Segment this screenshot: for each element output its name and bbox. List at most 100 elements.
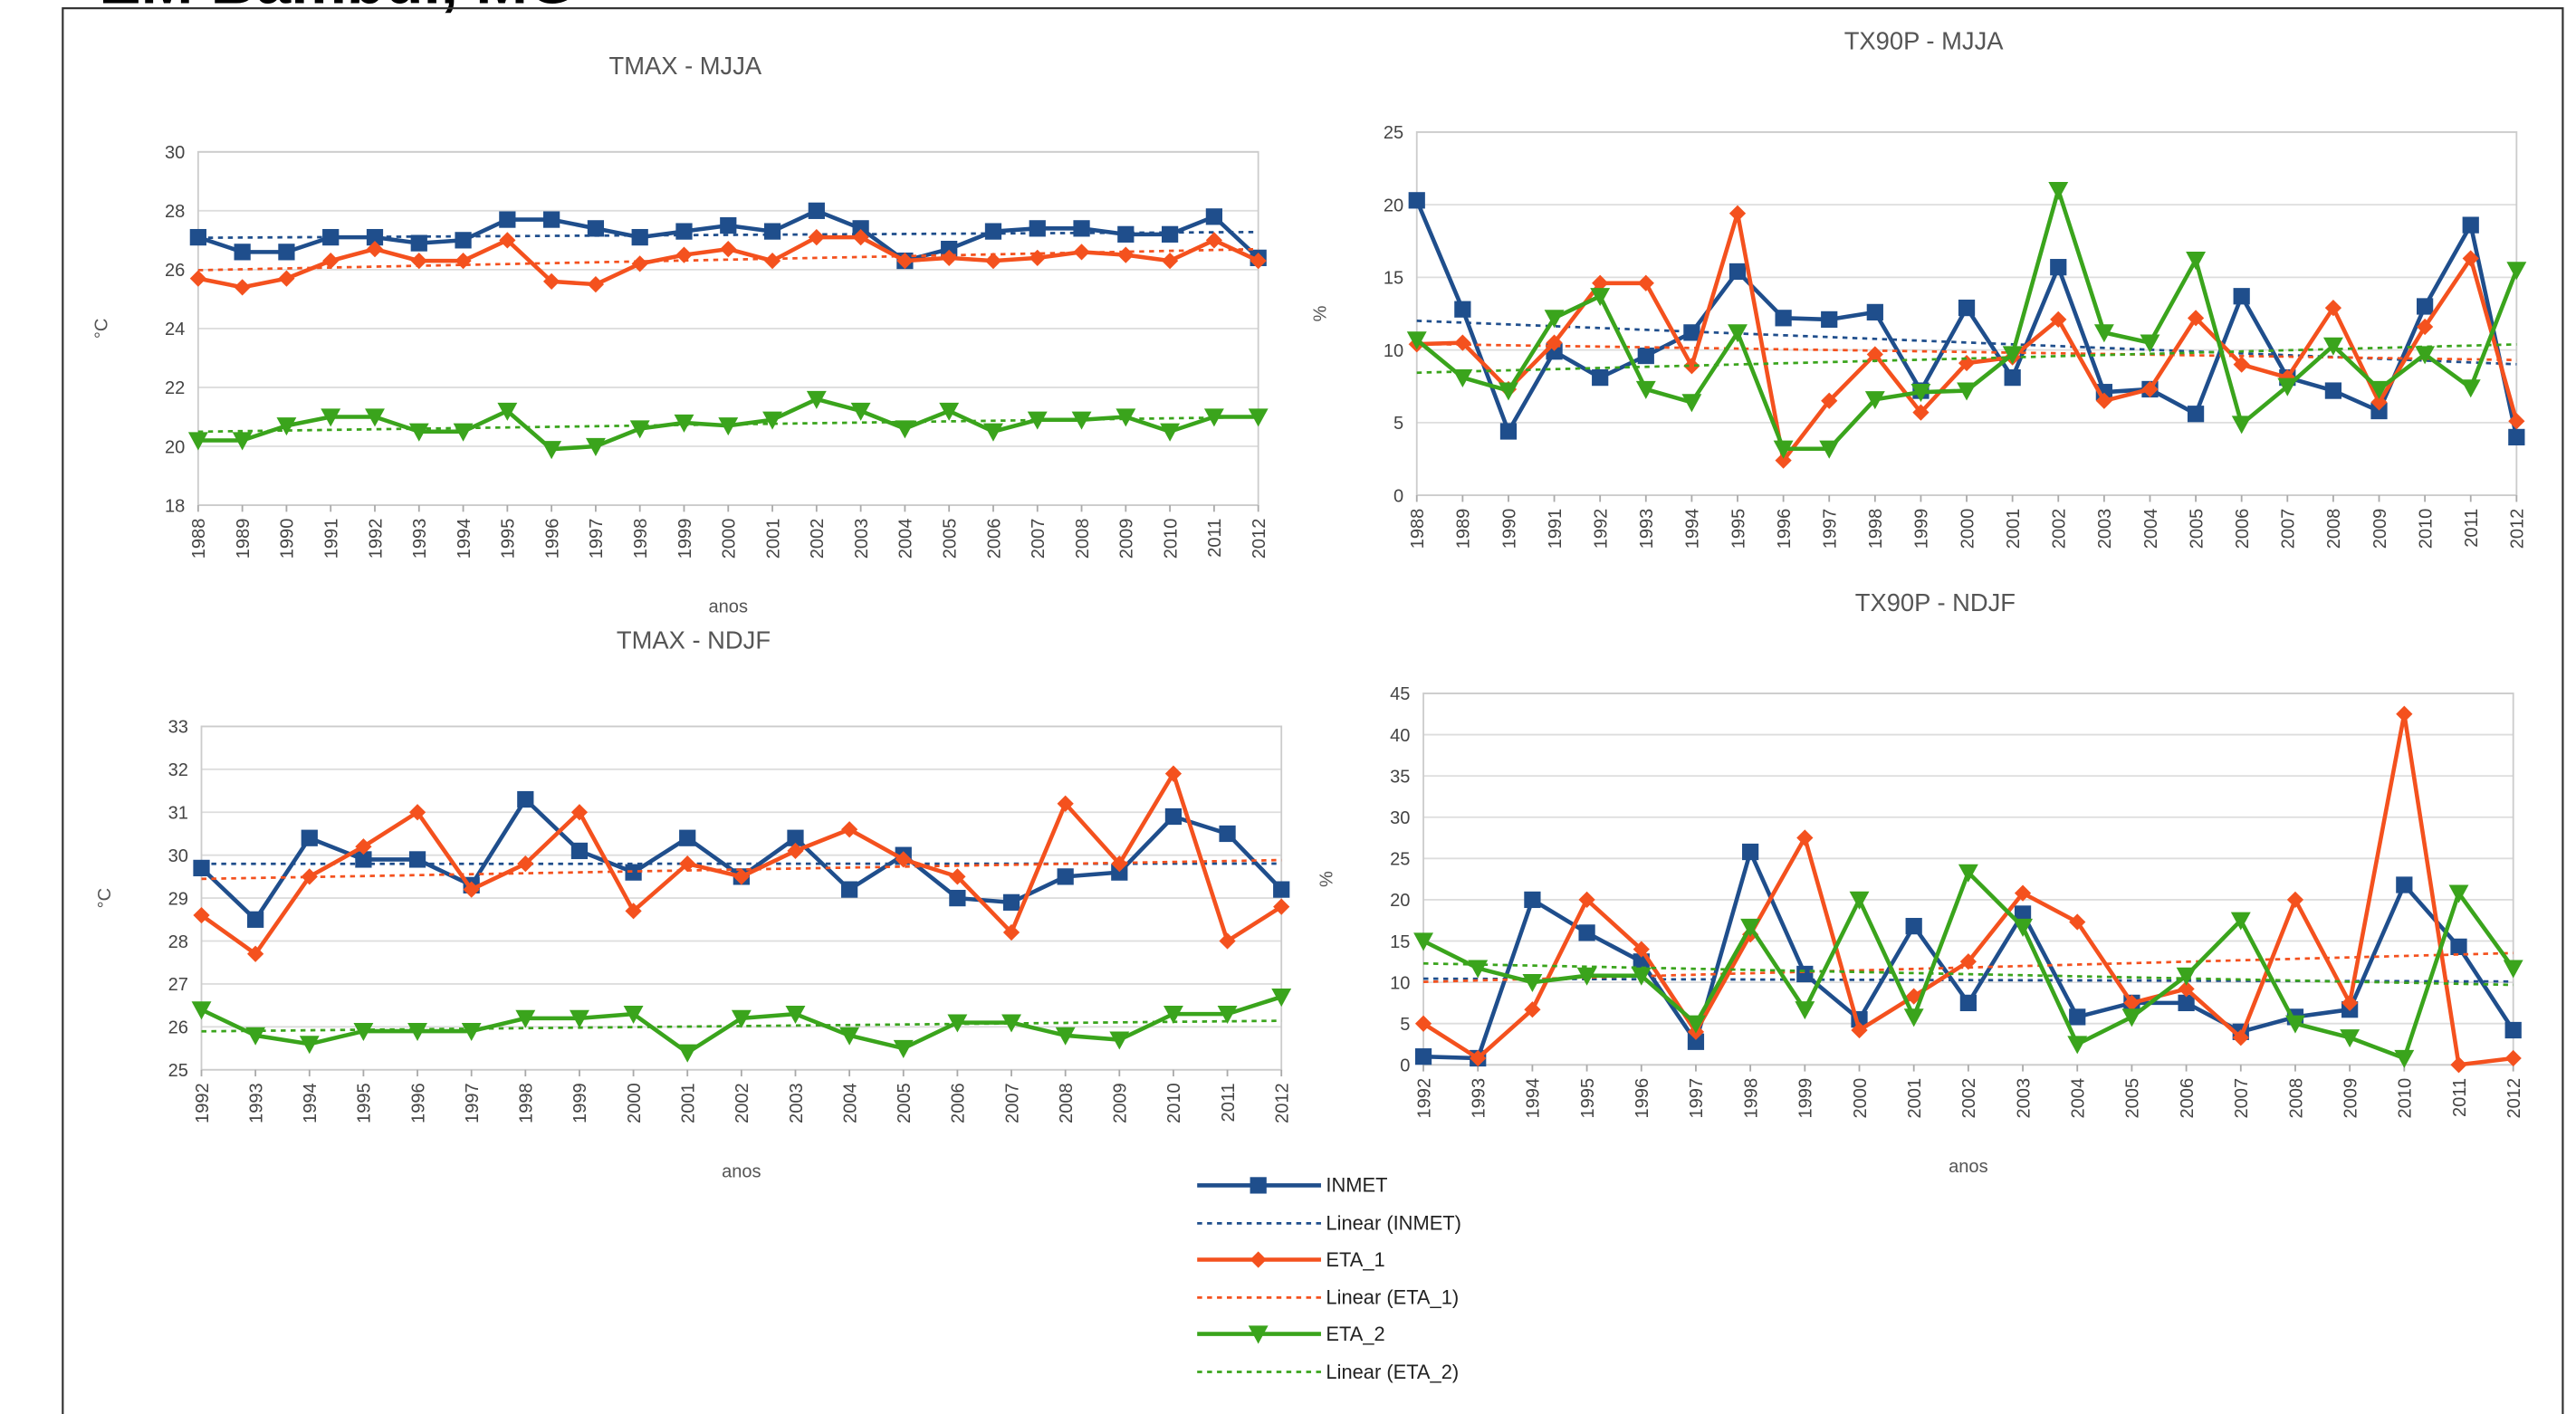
marker xyxy=(841,881,858,898)
marker xyxy=(1729,205,1747,222)
marker xyxy=(1592,274,1609,291)
y-tick-label: 26 xyxy=(165,261,185,281)
y-tick-label: 30 xyxy=(165,143,185,163)
marker xyxy=(2014,884,2032,902)
marker xyxy=(1219,932,1236,950)
x-tick-label: 1994 xyxy=(455,519,474,559)
marker xyxy=(2050,259,2067,276)
y-tick-label: 35 xyxy=(1390,767,1410,787)
marker xyxy=(625,903,642,920)
y-tick-label: 40 xyxy=(1390,726,1410,746)
x-tick-label: 1996 xyxy=(1775,509,1795,549)
marker xyxy=(1958,299,1976,317)
marker xyxy=(1864,391,1885,410)
marker xyxy=(1248,1325,1269,1344)
marker xyxy=(1728,324,1748,343)
x-tick-label: 2006 xyxy=(984,519,1004,559)
marker xyxy=(1057,795,1074,812)
marker xyxy=(355,838,372,855)
marker xyxy=(1248,408,1269,427)
marker xyxy=(1819,440,1840,459)
marker xyxy=(808,228,825,246)
y-axis-label: % xyxy=(1317,871,1337,887)
marker xyxy=(1406,331,1427,350)
marker xyxy=(365,408,385,427)
trend-line xyxy=(1423,961,2514,987)
marker xyxy=(1957,382,1977,401)
marker xyxy=(1683,324,1700,341)
y-tick-label: 30 xyxy=(1390,808,1410,828)
marker xyxy=(1578,891,1595,909)
marker xyxy=(2462,250,2479,267)
marker xyxy=(1544,310,1565,329)
y-tick-label: 10 xyxy=(1384,341,1403,361)
marker xyxy=(2503,960,2523,979)
x-tick-label: 2002 xyxy=(2050,509,2070,549)
marker xyxy=(763,223,781,240)
marker xyxy=(1073,244,1090,261)
marker xyxy=(1219,825,1236,843)
x-tick-label: 2010 xyxy=(2416,509,2436,549)
marker xyxy=(322,252,340,270)
marker xyxy=(1468,960,1489,979)
y-tick-label: 10 xyxy=(1390,973,1410,993)
x-tick-label: 2011 xyxy=(2450,1078,2470,1117)
marker xyxy=(2504,1021,2522,1039)
marker xyxy=(2014,905,2032,922)
y-tick-label: 15 xyxy=(1384,269,1403,289)
x-tick-label: 2008 xyxy=(2286,1078,2306,1119)
x-tick-label: 2005 xyxy=(2187,509,2207,549)
marker xyxy=(631,228,648,246)
marker xyxy=(1408,192,1425,209)
x-tick-label: 1992 xyxy=(366,519,386,559)
marker xyxy=(2095,392,2112,409)
marker xyxy=(2050,311,2067,329)
marker xyxy=(1775,310,1792,327)
marker xyxy=(1109,1031,1130,1050)
marker xyxy=(2069,1008,2086,1026)
marker xyxy=(570,804,589,821)
x-tick-label: 1994 xyxy=(1524,1078,1544,1119)
marker xyxy=(2448,884,2469,903)
x-tick-label: 2010 xyxy=(1164,1083,1184,1123)
y-tick-label: 27 xyxy=(168,975,188,995)
x-tick-label: 1989 xyxy=(1454,509,1474,549)
x-tick-label: 2009 xyxy=(2341,1078,2361,1119)
marker xyxy=(852,228,869,246)
x-tick-label: 2004 xyxy=(2141,509,2161,549)
x-tick-label: 1988 xyxy=(1408,509,1428,549)
x-tick-label: 1998 xyxy=(1866,509,1886,549)
marker xyxy=(2450,938,2467,956)
marker xyxy=(1578,924,1595,941)
marker xyxy=(410,234,427,252)
marker xyxy=(517,855,534,873)
marker xyxy=(1958,864,1978,883)
x-tick-label: 1997 xyxy=(463,1083,483,1123)
y-tick-label: 25 xyxy=(168,1061,188,1081)
marker xyxy=(841,821,858,838)
marker xyxy=(1027,411,1048,430)
marker xyxy=(785,1005,806,1025)
x-tick-label: 2011 xyxy=(1205,519,1225,558)
x-tick-label: 2003 xyxy=(2095,509,2115,549)
marker xyxy=(2450,1056,2467,1074)
marker xyxy=(585,437,606,456)
y-tick-label: 32 xyxy=(168,760,188,780)
x-tick-label: 1999 xyxy=(570,1083,590,1123)
marker xyxy=(947,1014,968,1033)
y-tick-label: 25 xyxy=(1390,850,1410,870)
marker xyxy=(1524,891,1541,909)
marker xyxy=(679,855,696,873)
marker xyxy=(2370,402,2388,420)
marker xyxy=(939,402,960,421)
marker xyxy=(1959,994,1977,1012)
x-tick-label: 1991 xyxy=(322,519,342,559)
x-tick-label: 2003 xyxy=(2014,1078,2034,1119)
marker xyxy=(515,1009,536,1028)
x-tick-label: 2012 xyxy=(1273,1083,1293,1123)
x-tick-label: 1988 xyxy=(189,519,209,559)
marker xyxy=(949,889,966,907)
marker xyxy=(2232,1029,2249,1046)
x-tick-label: 1997 xyxy=(1687,1078,1707,1119)
marker xyxy=(629,420,650,439)
